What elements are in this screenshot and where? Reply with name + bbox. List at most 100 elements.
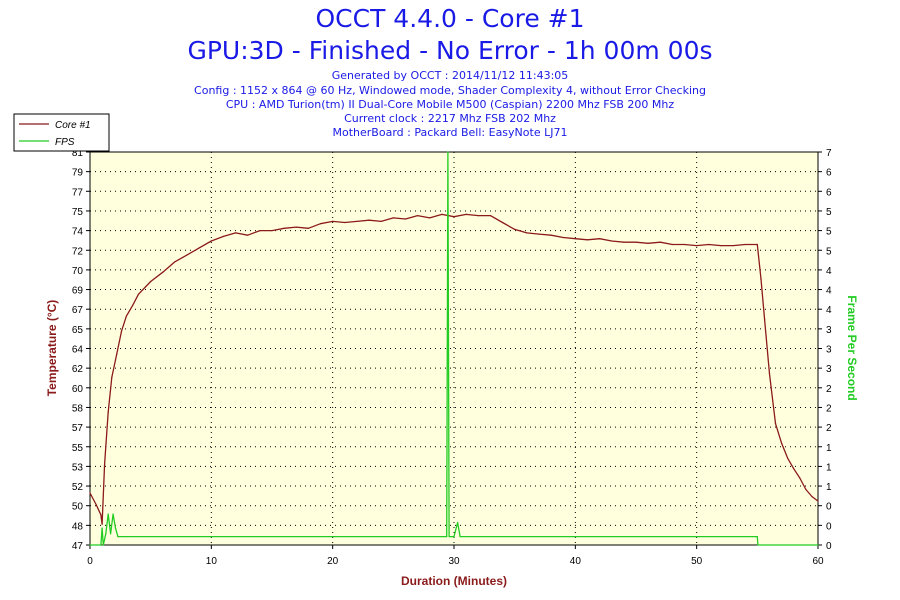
data-point [368,219,370,221]
y-tick-label: 58 [72,403,84,414]
y-tick-label: 52 [72,482,84,493]
y-tick-label: 57 [72,423,84,434]
y2-tick-label: 0 [826,541,832,552]
data-point [235,232,237,234]
chart-title: OCCT 4.4.0 - Core #1 [315,4,585,33]
data-point [817,500,819,502]
data-point [102,544,104,546]
cpu-info: CPU : AMD Turion(tm) II Dual-Core Mobile… [225,98,675,111]
data-point [574,238,576,240]
chart-subtitle: GPU:3D - Finished - No Error - 1h 00m 00… [187,36,713,65]
data-point [137,293,140,295]
data-point [623,241,625,243]
data-point [101,523,103,525]
data-point [104,463,106,465]
data-point [696,245,698,247]
data-point [107,411,109,413]
data-point [720,245,722,247]
data-point [696,536,698,538]
y2-tick-label: 2 [826,403,832,414]
data-point [380,220,382,222]
data-point [453,216,455,218]
data-point [760,278,762,280]
data-point [683,243,686,246]
data-point [647,242,649,244]
y2-tick-label: 4 [826,266,832,277]
data-point [774,423,777,425]
data-point [538,233,540,235]
y2-tick-label: 6 [826,187,832,198]
plot-frame [89,151,819,546]
data-point [332,536,334,538]
data-point [344,221,346,224]
data-point [764,319,766,321]
data-point [117,536,119,538]
y2-axis-label: Frame Per Second [845,295,859,400]
y2-tick-label: 3 [826,325,832,336]
x-tick-label: 40 [570,556,582,567]
y2-tick-label: 6 [826,168,832,179]
y2-tick-label: 5 [826,227,832,238]
data-point [125,536,127,538]
data-point [107,513,109,515]
data-point [100,544,102,546]
data-point [744,243,746,246]
data-point [392,217,394,219]
y-tick-label: 79 [72,168,84,179]
data-point [526,232,528,234]
y2-tick-label: 1 [826,482,832,493]
data-point [101,527,103,529]
data-point [671,243,674,246]
legend-box [13,113,110,152]
config-info: Config : 1152 x 864 @ 60 Hz, Windowed mo… [194,84,706,97]
x-tick-label: 0 [87,556,93,567]
y-tick-label: 81 [72,148,84,159]
data-point [793,468,795,470]
data-point [586,239,589,241]
data-point [817,544,819,546]
x-tick-label: 10 [206,556,218,567]
y2-tick-label: 2 [826,384,832,395]
data-point [732,245,734,247]
data-point [459,536,461,538]
data-point [805,488,807,491]
data-point [105,533,107,535]
data-point [356,220,358,222]
data-point [611,240,613,242]
data-point [125,315,127,317]
data-point [89,544,91,546]
y2-tick-label: 3 [826,364,832,375]
data-point [307,227,309,229]
generated-info: Generated by OCCT : 2014/11/12 11:43:05 [331,69,569,82]
data-point [111,376,113,378]
y-tick-label: 70 [72,266,84,277]
data-point [131,305,134,307]
data-point [100,514,102,516]
data-point [116,353,118,355]
data-point [659,241,661,243]
y-tick-label: 67 [72,305,84,316]
data-point [112,513,114,515]
y-tick-label: 64 [72,345,84,356]
y2-tick-label: 1 [826,462,832,473]
data-point [489,215,491,217]
data-point [781,442,783,444]
y-tick-label: 62 [72,364,84,375]
y-tick-label: 65 [72,325,84,336]
y2-tick-label: 3 [826,345,832,356]
data-point [574,536,576,538]
x-tick-label: 20 [327,556,339,567]
x-tick-label: 50 [691,556,703,567]
y-tick-label: 53 [72,462,84,473]
y2-tick-label: 4 [826,305,832,316]
y-axis-label: Temperature (°C) [45,300,59,397]
y-tick-label: 74 [72,227,84,238]
data-point [799,477,801,479]
data-point [446,536,448,538]
data-point [95,503,97,506]
data-point [635,241,637,243]
y-tick-label: 69 [72,286,84,297]
axes: 4748505253555758606264656769707274757779… [72,148,832,567]
data-point [756,536,758,538]
